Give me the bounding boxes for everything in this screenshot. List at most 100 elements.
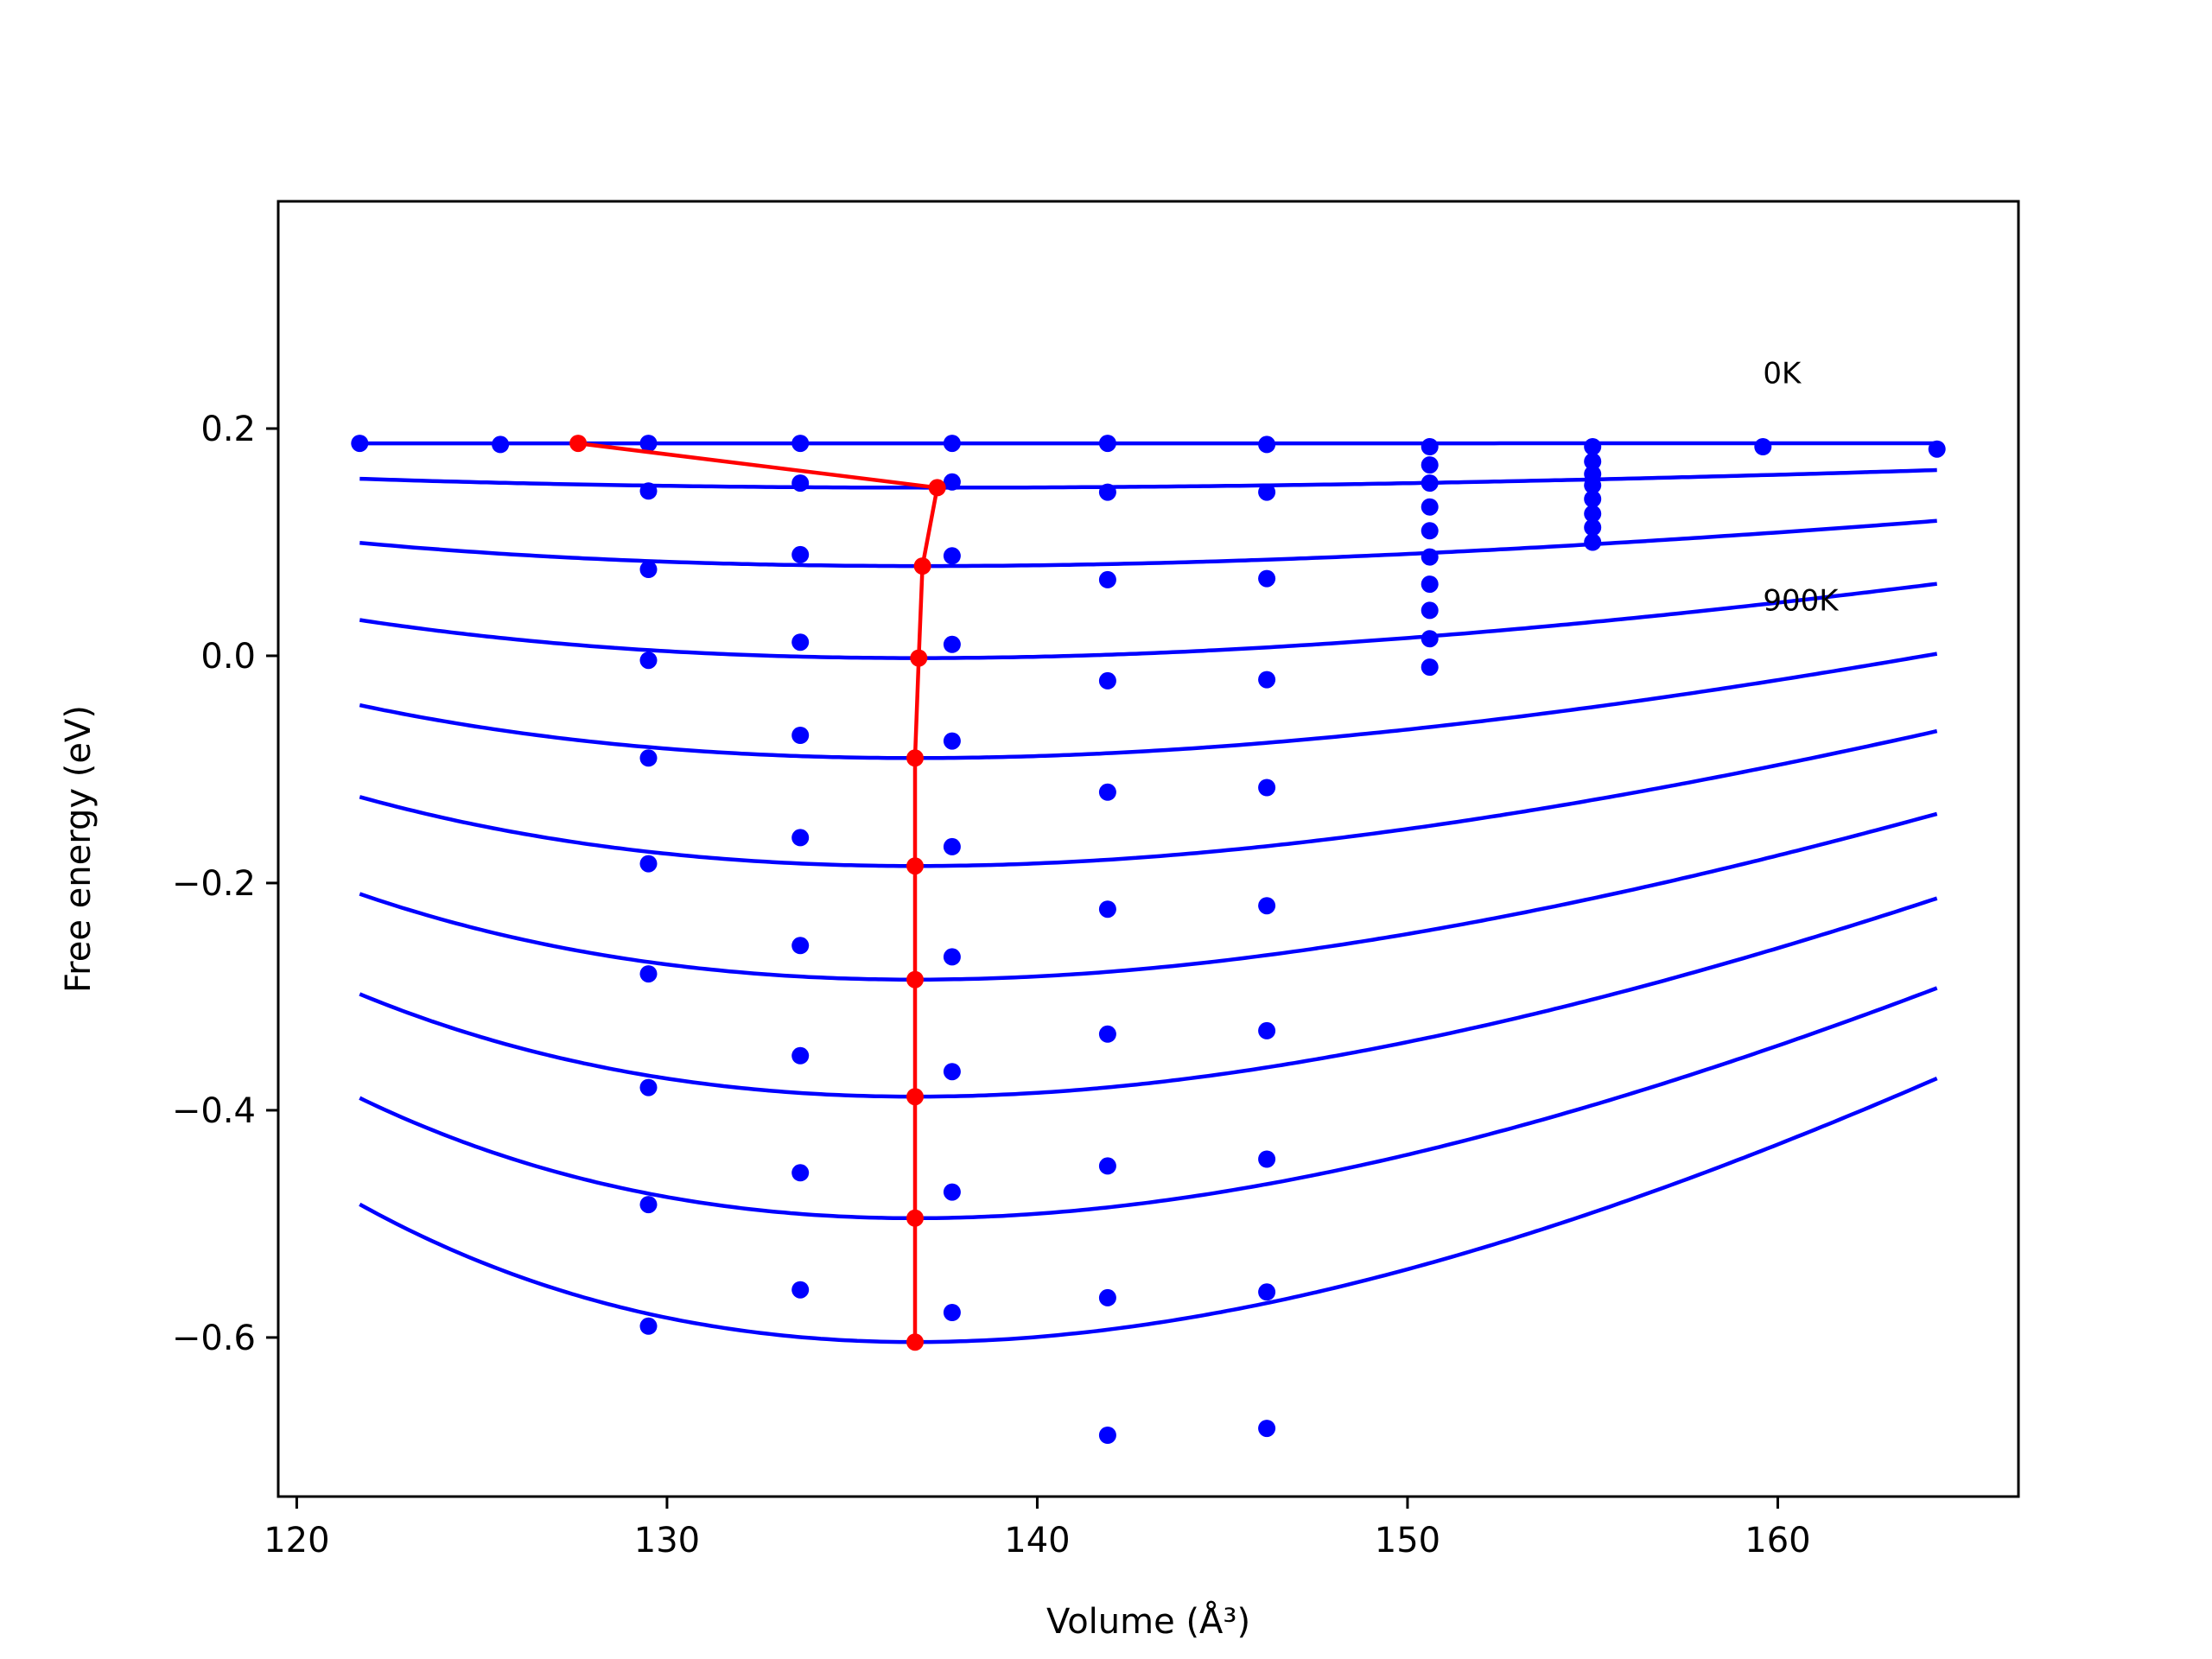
y-tick-label: −0.4	[172, 1091, 256, 1131]
data-point	[1098, 1427, 1116, 1444]
data-point	[351, 435, 369, 453]
data-point	[1421, 575, 1439, 594]
data-point	[1258, 671, 1276, 689]
data-point	[1421, 438, 1439, 455]
minimum-point	[906, 857, 924, 875]
x-axis-title: Volume (Å³)	[1046, 1600, 1250, 1642]
data-point	[943, 635, 961, 653]
data-point	[639, 482, 658, 500]
fit-curve-4	[359, 652, 1938, 760]
y-tick-label: 0.2	[200, 410, 256, 449]
data-point	[1421, 522, 1439, 540]
data-point	[943, 732, 961, 750]
data-point	[791, 1046, 810, 1065]
data-point	[1754, 438, 1772, 455]
fit-curves	[359, 441, 1938, 1344]
data-point	[1584, 518, 1602, 537]
y-tick-label: 0.0	[200, 637, 256, 677]
data-point	[1098, 900, 1116, 918]
data-point	[639, 561, 658, 578]
data-point	[1421, 601, 1439, 620]
data-point	[1584, 438, 1602, 455]
data-point	[791, 937, 810, 955]
data-point	[639, 965, 658, 983]
data-point	[1421, 548, 1439, 566]
minimum-point	[906, 1088, 924, 1106]
fit-curve-5	[359, 728, 1938, 868]
x-axis-ticks: 120 130 140 150 160	[264, 1497, 1811, 1560]
minimum-point	[913, 557, 931, 575]
fit-curve-9	[359, 1077, 1938, 1344]
data-point	[1584, 490, 1602, 508]
data-point	[791, 727, 810, 744]
data-point	[791, 1164, 810, 1182]
data-point	[1098, 483, 1116, 501]
data-point	[943, 1063, 961, 1081]
data-point	[1421, 498, 1439, 516]
data-point	[943, 435, 961, 453]
data-point	[1098, 1288, 1116, 1306]
fit-curve-1	[359, 467, 1937, 490]
minimum-path	[569, 435, 946, 1351]
data-point	[791, 545, 810, 563]
data-point	[1098, 671, 1116, 690]
data-point	[1421, 630, 1439, 648]
x-tick-label: 150	[1375, 1521, 1440, 1560]
data-point	[1584, 533, 1602, 551]
minimum-point	[569, 435, 588, 453]
data-point	[1584, 505, 1602, 523]
fit-curve-7	[359, 896, 1938, 1099]
data-point	[1098, 435, 1116, 453]
minimum-point	[906, 1209, 924, 1227]
data-point	[943, 1304, 961, 1321]
data-point	[791, 474, 810, 493]
data-point	[791, 435, 810, 453]
minimum-point	[906, 749, 924, 767]
data-points	[351, 435, 1946, 1444]
data-point	[943, 948, 961, 966]
data-point	[943, 1183, 961, 1201]
data-point	[639, 1317, 658, 1335]
data-point	[1421, 474, 1439, 493]
y-tick-label: −0.6	[172, 1319, 256, 1358]
data-point	[943, 837, 961, 855]
data-point	[639, 749, 658, 767]
data-point	[1258, 483, 1276, 501]
data-point	[1258, 435, 1276, 454]
data-point	[1098, 783, 1116, 801]
minimum-point	[906, 1333, 924, 1351]
data-point	[639, 435, 658, 453]
data-point	[791, 633, 810, 652]
data-point	[1098, 570, 1116, 588]
y-tick-label: −0.2	[172, 864, 256, 904]
data-point	[791, 829, 810, 847]
fit-curve-3	[359, 582, 1937, 660]
data-point	[1258, 779, 1276, 797]
fit-curve-8	[359, 986, 1938, 1221]
fit-curve-6	[359, 811, 1938, 982]
data-point	[1258, 897, 1276, 915]
data-point	[1258, 1150, 1276, 1168]
y-axis-ticks: 0.2 0.0 −0.2 −0.4 −0.6	[172, 410, 278, 1358]
data-point	[639, 855, 658, 873]
fit-curve-2	[359, 518, 1937, 569]
data-point	[791, 1281, 810, 1299]
data-point	[1258, 569, 1276, 588]
annotation-900k: 900K	[1763, 583, 1840, 618]
x-tick-label: 130	[634, 1521, 700, 1560]
data-point	[1258, 1021, 1276, 1039]
data-point	[1098, 1157, 1116, 1175]
data-point	[492, 435, 510, 454]
data-point	[1258, 1420, 1276, 1438]
data-point	[943, 547, 961, 565]
x-tick-label: 120	[264, 1521, 329, 1560]
x-tick-label: 160	[1745, 1521, 1810, 1560]
data-point	[1584, 453, 1602, 471]
data-point	[1584, 476, 1602, 494]
y-axis-title: Free energy (eV)	[59, 705, 99, 993]
data-point	[1928, 440, 1946, 458]
minimum-point	[906, 970, 924, 988]
data-point	[639, 1196, 658, 1214]
data-point	[1421, 658, 1439, 677]
